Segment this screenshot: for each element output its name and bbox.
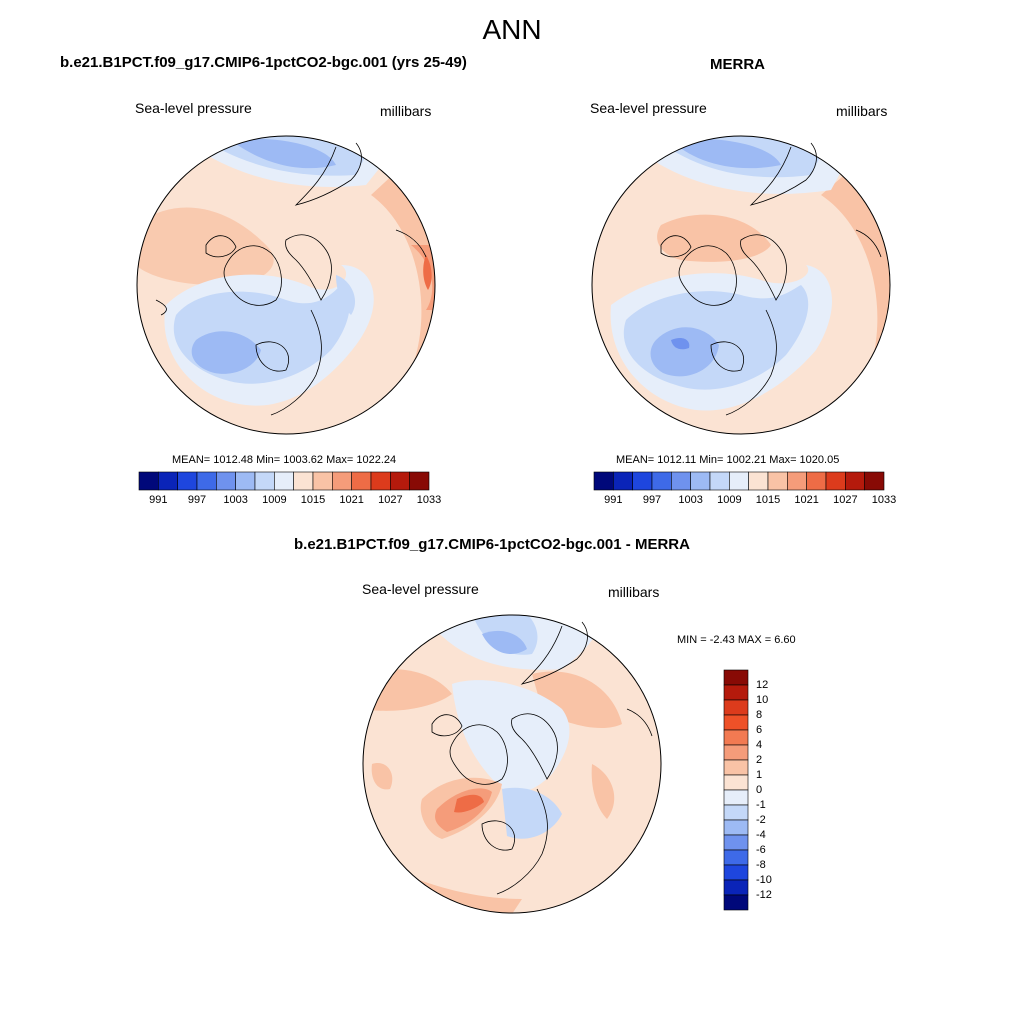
panel-3-colorbar-ticks: 12 10 8 6 4 2 1 0 -1 -2 -4 -6 -8 -10 -12 — [756, 670, 796, 910]
panel-3-colorbar — [723, 669, 749, 911]
colorbar-swatch — [806, 471, 827, 491]
colorbar-tick-label: -10 — [756, 874, 772, 886]
colorbar-tick-label: 1015 — [755, 494, 781, 506]
panel-2-variable-label: Sea-level pressure — [590, 100, 707, 116]
colorbar-tick-label: 12 — [756, 679, 769, 691]
colorbar-tick-label: 1009 — [717, 494, 742, 506]
colorbar-swatch — [723, 699, 749, 716]
colorbar-tick-label: 1009 — [262, 494, 287, 506]
colorbar-swatch — [723, 774, 749, 791]
colorbar-swatch — [293, 471, 314, 491]
colorbar-swatch — [671, 471, 691, 491]
colorbar-swatch — [254, 471, 275, 491]
colorbar-tick-label: -12 — [756, 889, 772, 901]
colorbar-tick-label: 997 — [642, 494, 662, 506]
panel-1-colorbar-ticks: 991 997 1003 1009 1015 1021 1027 1033 — [139, 494, 441, 508]
colorbar-swatch — [723, 819, 749, 836]
panel-1-stats: MEAN= 1012.48 Min= 1003.62 Max= 1022.24 — [172, 454, 397, 466]
panel-3-variable-label: Sea-level pressure — [362, 581, 479, 597]
colorbar-swatch — [632, 471, 653, 491]
colorbar-tick-label: 1021 — [339, 494, 364, 506]
colorbar-tick-label: -2 — [756, 814, 766, 826]
colorbar-swatch — [409, 471, 430, 491]
colorbar-swatch — [723, 669, 749, 686]
panel-1-polar-map — [136, 135, 436, 435]
panel-2-colorbar-ticks: 991 997 1003 1009 1015 1021 1027 1033 — [594, 494, 896, 508]
colorbar-tick-label: 2 — [756, 754, 763, 766]
panel-1-units-label: millibars — [380, 103, 432, 119]
colorbar-tick-label: 6 — [756, 724, 763, 736]
colorbar-swatch — [723, 714, 749, 731]
panel-1-title: b.e21.B1PCT.f09_g17.CMIP6-1pctCO2-bgc.00… — [60, 54, 467, 71]
colorbar-swatch — [723, 879, 749, 896]
colorbar-swatch — [723, 729, 749, 746]
colorbar-tick-label: 4 — [756, 739, 763, 751]
colorbar-tick-label: 10 — [756, 694, 769, 706]
colorbar-tick-label: 1033 — [416, 494, 442, 506]
panel-2-units-label: millibars — [836, 103, 888, 119]
colorbar-swatch — [723, 864, 749, 881]
colorbar-tick-label: 991 — [149, 494, 168, 506]
colorbar-tick-label: 8 — [756, 709, 763, 721]
colorbar-swatch — [390, 471, 410, 491]
colorbar-swatch — [767, 471, 788, 491]
colorbar-tick-label: 1015 — [300, 494, 326, 506]
colorbar-tick-label: 1027 — [833, 494, 858, 506]
panel-1-variable-label: Sea-level pressure — [135, 100, 252, 116]
panel-3-stats: MIN = -2.43 MAX = 6.60 — [677, 634, 796, 646]
panel-2-title: MERRA — [710, 56, 765, 73]
colorbar-tick-label: -1 — [756, 799, 766, 811]
colorbar-tick-label: 1003 — [678, 494, 703, 506]
colorbar-swatch — [196, 471, 217, 491]
colorbar-swatch — [158, 471, 178, 491]
colorbar-swatch — [709, 471, 730, 491]
colorbar-swatch — [312, 471, 333, 491]
colorbar-swatch — [723, 759, 749, 776]
colorbar-swatch — [723, 789, 749, 806]
colorbar-swatch — [845, 471, 865, 491]
page-title: ANN — [482, 14, 542, 45]
colorbar-swatch — [864, 471, 885, 491]
colorbar-tick-label: 1003 — [223, 494, 248, 506]
colorbar-swatch — [787, 471, 807, 491]
colorbar-swatch — [235, 471, 256, 491]
colorbar-swatch — [723, 804, 749, 821]
colorbar-swatch — [723, 834, 749, 851]
colorbar-swatch — [723, 744, 749, 761]
panel-3-title: b.e21.B1PCT.f09_g17.CMIP6-1pctCO2-bgc.00… — [294, 536, 690, 553]
panel-1-colorbar — [138, 471, 430, 491]
colorbar-tick-label: 1021 — [794, 494, 819, 506]
colorbar-swatch — [332, 471, 352, 491]
panel-3-units-label: millibars — [608, 584, 660, 600]
colorbar-swatch — [729, 471, 749, 491]
colorbar-swatch — [593, 471, 614, 491]
panel-3-polar-map — [362, 614, 662, 914]
colorbar-swatch — [216, 471, 236, 491]
colorbar-swatch — [690, 471, 711, 491]
colorbar-swatch — [651, 471, 672, 491]
colorbar-swatch — [370, 471, 391, 491]
colorbar-swatch — [723, 849, 749, 866]
colorbar-tick-label: 1 — [756, 769, 763, 781]
colorbar-tick-label: -6 — [756, 844, 766, 856]
colorbar-swatch — [177, 471, 198, 491]
colorbar-swatch — [138, 471, 159, 491]
colorbar-swatch — [723, 894, 749, 911]
colorbar-tick-label: 997 — [187, 494, 207, 506]
colorbar-tick-label: -8 — [756, 859, 766, 871]
colorbar-swatch — [351, 471, 372, 491]
panel-2-polar-map — [591, 135, 891, 435]
colorbar-swatch — [825, 471, 846, 491]
colorbar-tick-label: 1027 — [378, 494, 403, 506]
colorbar-tick-label: 991 — [604, 494, 623, 506]
colorbar-swatch — [748, 471, 769, 491]
colorbar-tick-label: -4 — [756, 829, 766, 841]
panel-2-colorbar — [593, 471, 885, 491]
colorbar-swatch — [274, 471, 294, 491]
colorbar-swatch — [613, 471, 633, 491]
colorbar-tick-label: 1033 — [871, 494, 897, 506]
colorbar-swatch — [723, 684, 749, 701]
panel-2-stats: MEAN= 1012.11 Min= 1002.21 Max= 1020.05 — [616, 454, 840, 466]
colorbar-tick-label: 0 — [756, 784, 763, 796]
